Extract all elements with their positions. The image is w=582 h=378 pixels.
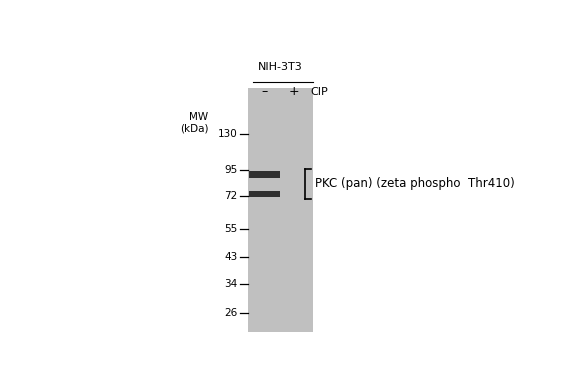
Text: –: – — [262, 85, 268, 98]
Text: 130: 130 — [218, 129, 238, 139]
Text: 72: 72 — [225, 191, 238, 200]
Text: +: + — [288, 85, 299, 98]
Text: 34: 34 — [225, 279, 238, 289]
Text: 26: 26 — [225, 308, 238, 318]
Text: 55: 55 — [225, 224, 238, 234]
Text: MW
(kDa): MW (kDa) — [180, 112, 208, 134]
Bar — [250, 191, 281, 197]
Bar — [248, 88, 313, 332]
Text: CIP: CIP — [310, 87, 328, 96]
Text: 95: 95 — [225, 165, 238, 175]
Text: PKC (pan) (zeta phospho  Thr410): PKC (pan) (zeta phospho Thr410) — [314, 177, 514, 191]
Text: 43: 43 — [225, 252, 238, 262]
Bar — [250, 171, 281, 178]
Text: NIH-3T3: NIH-3T3 — [258, 62, 303, 72]
